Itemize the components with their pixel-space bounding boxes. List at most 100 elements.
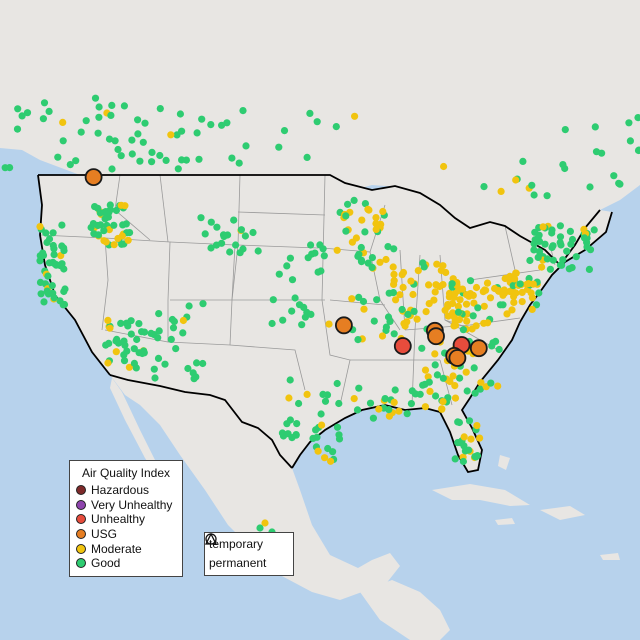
- monitor-dot: [518, 288, 526, 296]
- monitor-dot: [135, 320, 143, 328]
- monitor-dot: [333, 246, 341, 254]
- monitor-dot: [439, 374, 447, 382]
- monitor-dot: [201, 230, 209, 238]
- monitor-dot: [179, 329, 187, 337]
- monitor-dot: [333, 379, 341, 388]
- monitor-dot: [117, 319, 125, 327]
- monitor-dot: [381, 395, 389, 403]
- monitor-dot: [139, 138, 147, 146]
- monitor-dot: [391, 386, 399, 394]
- monitor-dot: [390, 245, 398, 253]
- monitor-dot: [193, 359, 201, 367]
- monitor-dot: [95, 103, 103, 111]
- monitor-dot: [226, 248, 234, 256]
- monitor-dot: [451, 382, 459, 390]
- monitor-dot: [335, 431, 343, 439]
- monitor-dot: [469, 312, 477, 320]
- monitor-dot: [199, 359, 207, 368]
- monitor-dot: [389, 263, 397, 271]
- monitor-dot: [60, 287, 68, 296]
- monitor-dot: [530, 240, 538, 248]
- monitor-dot: [486, 294, 495, 302]
- monitor-dot: [288, 276, 297, 284]
- monitor-dot: [50, 251, 58, 259]
- moderate-swatch: [76, 543, 86, 554]
- monitor-dot: [275, 143, 283, 151]
- monitor-dot: [635, 146, 640, 154]
- monitor-dot: [279, 316, 287, 324]
- monitor-dot: [13, 125, 22, 133]
- monitor-dot: [466, 277, 475, 285]
- baja-landmass: [110, 378, 170, 484]
- mexico-landmass: [110, 375, 400, 600]
- monitor-dot: [275, 270, 283, 278]
- monitor-dot: [261, 519, 269, 527]
- monitor-dot: [369, 414, 377, 422]
- monitor-dot: [44, 272, 52, 280]
- monitor-dot: [309, 434, 317, 442]
- monitor-dot: [66, 161, 74, 169]
- monitor-dot: [473, 422, 481, 430]
- monitor-dot: [488, 342, 496, 350]
- monitor-dot: [198, 115, 206, 123]
- monitor-dot: [454, 308, 463, 316]
- monitor-dot: [439, 398, 447, 406]
- monitor-dot: [114, 145, 122, 154]
- monitor-dot: [148, 148, 156, 156]
- monitor-dot: [534, 253, 542, 261]
- monitor-dot: [437, 266, 445, 274]
- monitor-dot: [503, 310, 511, 318]
- monitor-dot: [425, 300, 433, 308]
- monitor-dot: [445, 289, 454, 297]
- monitor-dot: [528, 305, 536, 313]
- monitor-dot: [370, 317, 378, 325]
- site-marker-usg: [469, 339, 488, 358]
- usa-landmass: [38, 175, 612, 472]
- monitor-dot: [355, 384, 363, 392]
- monitor-dot: [462, 300, 471, 308]
- monitor-dot: [304, 254, 312, 262]
- highlighted-sites: [84, 168, 488, 367]
- monitor-dot: [313, 118, 321, 126]
- monitor-dot: [477, 379, 485, 387]
- legend-item-hazardous: Hazardous: [70, 483, 182, 498]
- monitor-dot: [535, 289, 543, 297]
- monitor-dot: [361, 228, 369, 236]
- monitor-dot: [446, 377, 454, 386]
- monitor-dot: [50, 245, 58, 253]
- legend-item-good: Good: [70, 556, 182, 571]
- monitor-dot: [288, 307, 296, 315]
- monitor-dot: [128, 150, 136, 158]
- canada-landmass: [0, 0, 640, 265]
- monitor-dot: [556, 261, 565, 269]
- monitor-dot: [431, 288, 439, 296]
- monitor-dot: [529, 280, 537, 288]
- monitor-dot: [303, 153, 311, 161]
- monitor-dot: [460, 433, 468, 441]
- monitor-dot: [399, 283, 407, 291]
- monitor-dot: [105, 226, 113, 234]
- monitor-dot: [36, 223, 44, 231]
- monitor-dot: [58, 221, 66, 229]
- monitor-dot: [232, 241, 240, 249]
- monitor-dot: [136, 157, 144, 165]
- very-unhealthy-swatch: [76, 499, 86, 510]
- monitor-dot: [471, 389, 479, 397]
- monitor-dot: [480, 183, 488, 191]
- monitor-dot: [320, 252, 328, 260]
- monitor-dot: [104, 359, 112, 367]
- monitor-dot: [91, 203, 99, 211]
- monitor-dot: [329, 448, 337, 456]
- monitor-dot: [100, 227, 108, 235]
- monitor-dot: [44, 290, 53, 298]
- puerto-rico: [600, 553, 620, 560]
- monitor-dot: [357, 243, 365, 252]
- legend-item-permanent: permanent: [205, 533, 293, 571]
- monitor-dot: [125, 363, 133, 371]
- monitor-dot: [512, 176, 520, 184]
- monitor-dot: [332, 123, 340, 131]
- monitor-dot: [530, 191, 538, 199]
- monitor-sites: [1, 94, 640, 536]
- legend-label: Very Unhealthy: [91, 497, 173, 512]
